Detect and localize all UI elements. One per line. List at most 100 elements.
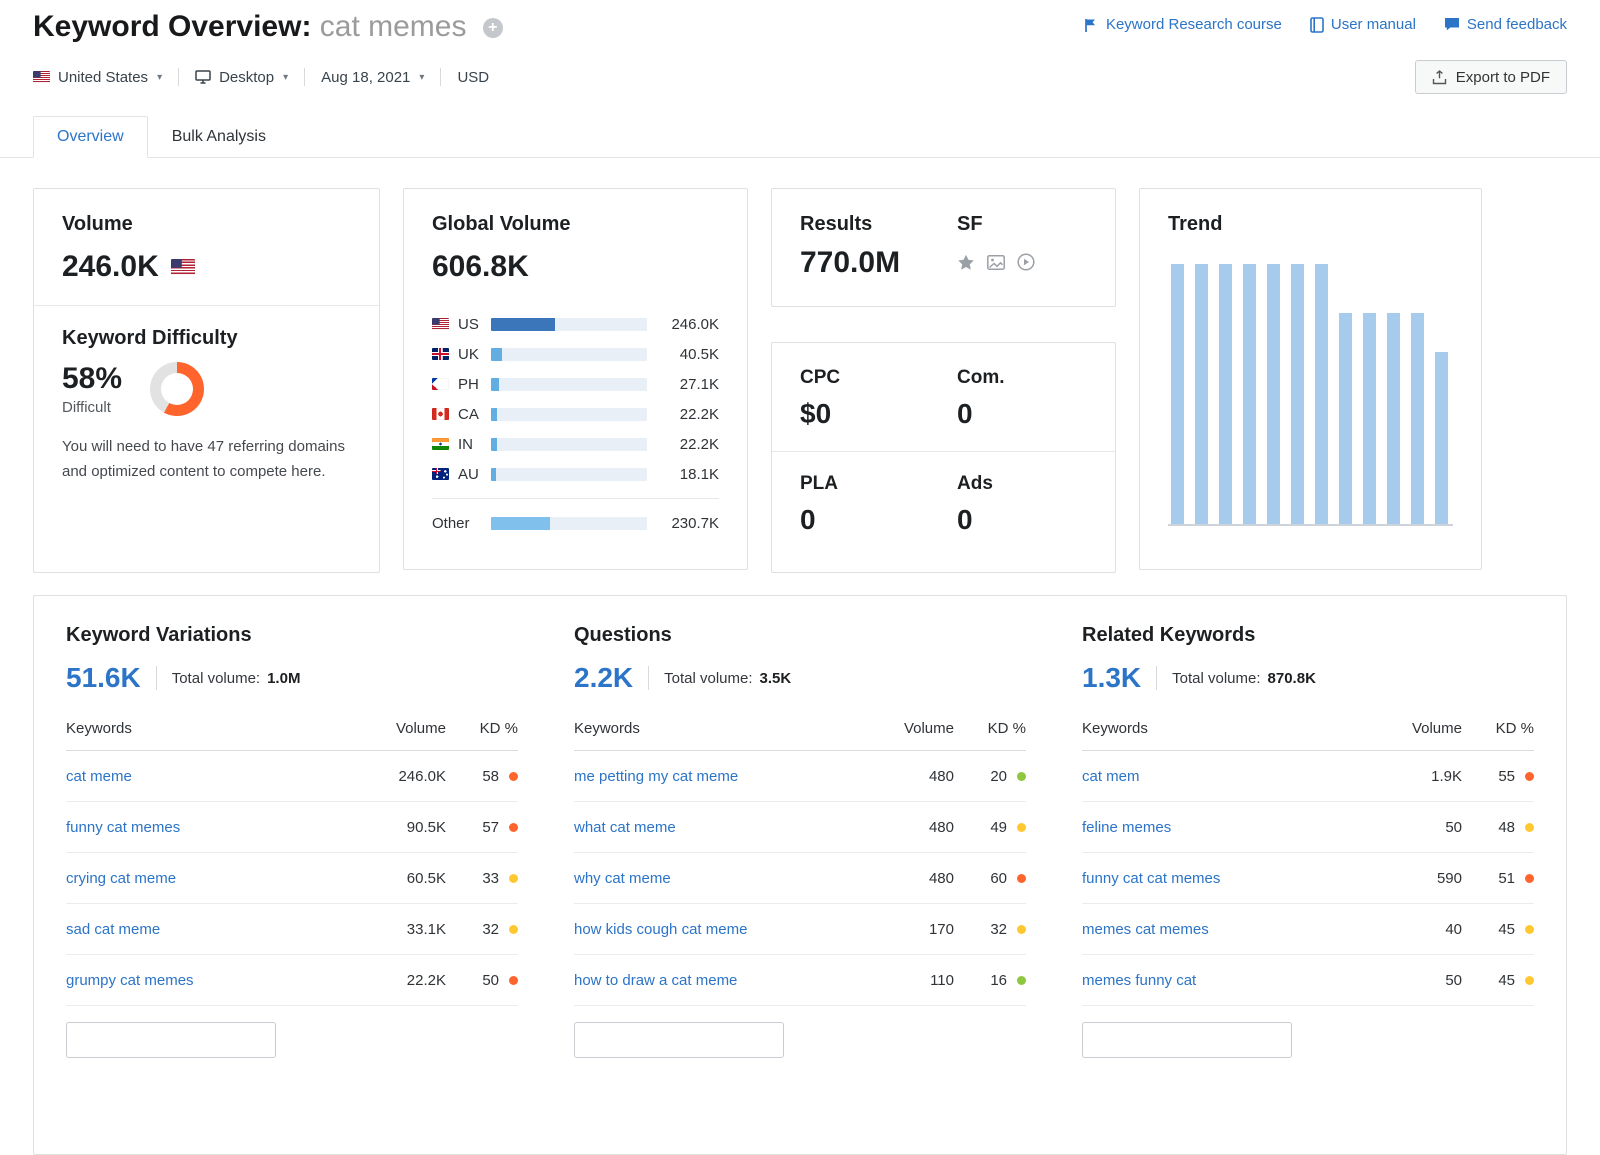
country-selector[interactable]: United States ▾ (33, 69, 162, 86)
country-flag-icon (432, 468, 449, 480)
country-volume-bar (491, 516, 647, 530)
total-volume-value: 3.5K (759, 669, 792, 687)
keyword-link[interactable]: funny cat cat memes (1082, 869, 1221, 887)
country-code: IN (458, 435, 473, 453)
col-volume: Volume (903, 720, 954, 737)
serp-feature-icons (957, 253, 1035, 271)
page-title: Keyword Overview: cat memes + (33, 10, 503, 44)
kd-donut-chart (150, 362, 205, 416)
keyword-link[interactable]: how to draw a cat meme (574, 971, 738, 989)
table-body: cat mem 1.9K 55 feline memes 50 48 funny… (1082, 751, 1534, 1006)
keyword-research-course-link[interactable]: Keyword Research course (1083, 16, 1282, 33)
keyword-link[interactable]: grumpy cat memes (66, 971, 194, 989)
kd-value: 49 (990, 818, 1007, 836)
results-cpc-column: Results 770.0M SF CPC $0 Com. (771, 188, 1116, 573)
video-play-icon[interactable] (1017, 253, 1035, 271)
keyword-kd-cell: 32 (954, 921, 1026, 938)
date-selector[interactable]: Aug 18, 2021 ▾ (321, 69, 424, 86)
kd-value: 45 (1498, 920, 1515, 938)
ads-value: 0 (957, 504, 973, 535)
image-icon[interactable] (987, 254, 1005, 270)
global-volume-card: Global Volume 606.8K US 246.0K UK 40.5K … (403, 188, 748, 570)
kd-value: 58 (482, 767, 499, 785)
divider (1156, 666, 1158, 690)
country-volume-bar-fill (491, 467, 496, 481)
country-volume-value: 22.2K (679, 435, 719, 453)
table-row: funny cat memes 90.5K 57 (66, 802, 518, 853)
keyword-volume: 40 (1445, 920, 1462, 938)
kd-dot (509, 924, 518, 934)
keyword-link[interactable]: crying cat meme (66, 869, 177, 887)
export-pdf-button[interactable]: Export to PDF (1414, 60, 1567, 94)
add-keyword-icon[interactable]: + (482, 18, 503, 38)
keyword-link[interactable]: what cat meme (574, 818, 676, 836)
table-body: cat meme 246.0K 58 funny cat memes 90.5K… (66, 751, 518, 1006)
country-volume-bar-fill (491, 317, 555, 331)
keyword-link[interactable]: funny cat memes (66, 818, 181, 836)
tab-bulk-analysis[interactable]: Bulk Analysis (171, 128, 266, 145)
table-row: cat meme 246.0K 58 (66, 751, 518, 802)
keyword-kd-cell: 45 (1462, 921, 1534, 938)
keyword-volume: 90.5K (406, 818, 446, 836)
star-icon[interactable] (957, 254, 975, 271)
results-card: Results 770.0M SF (771, 188, 1116, 307)
table-row: memes cat memes 40 45 (1082, 904, 1534, 955)
device-selector[interactable]: Desktop ▾ (195, 69, 288, 86)
keyword-kd-cell: 16 (954, 972, 1026, 989)
keyword-link[interactable]: how kids cough cat meme (574, 920, 748, 938)
trend-bar (1243, 264, 1256, 524)
kd-dot (1017, 873, 1026, 883)
send-feedback-label: Send feedback (1466, 16, 1567, 33)
keyword-link[interactable]: feline memes (1082, 818, 1172, 836)
global-volume-row: AU 18.1K (432, 459, 719, 489)
keyword-variations-count: 51.6K (66, 662, 141, 693)
col-kd: KD % (479, 720, 518, 737)
keyword-volume: 480 (928, 869, 954, 887)
table-row: cat mem 1.9K 55 (1082, 751, 1534, 802)
user-manual-link[interactable]: User manual (1310, 16, 1416, 33)
keyword-kd-cell: 48 (1462, 819, 1534, 836)
date-selector-label: Aug 18, 2021 (321, 68, 411, 86)
kd-value: 33 (482, 869, 499, 887)
kd-value: 55 (1498, 767, 1515, 785)
trend-bar (1171, 264, 1184, 524)
keyword-link[interactable]: me petting my cat meme (574, 767, 739, 785)
divider (772, 451, 1115, 452)
tab-overview[interactable]: Overview (33, 116, 148, 158)
chevron-down-icon: ▾ (157, 71, 163, 83)
country-code: CA (458, 405, 479, 423)
keyword-link[interactable]: memes funny cat (1082, 971, 1197, 989)
view-all-button[interactable] (66, 1022, 276, 1058)
col-volume: Volume (1411, 720, 1462, 737)
view-all-button[interactable] (1082, 1022, 1292, 1058)
keyword-link[interactable]: cat mem (1082, 767, 1140, 785)
metric-cards-row: Volume 246.0K Keyword Difficulty 58% Dif… (0, 158, 1600, 573)
table-header: Keywords Volume KD % (66, 694, 518, 751)
questions-title: Questions (574, 624, 672, 646)
us-flag-icon (33, 71, 50, 83)
kd-dot (1525, 771, 1534, 781)
export-pdf-label: Export to PDF (1455, 68, 1550, 86)
keyword-kd-cell: 32 (446, 921, 518, 938)
send-feedback-link[interactable]: Send feedback (1444, 16, 1567, 33)
keyword-link[interactable]: why cat meme (574, 869, 671, 887)
keyword-volume: 33.1K (406, 920, 446, 938)
tabs-bar: Overview Bulk Analysis (0, 116, 1600, 158)
cpc-card: CPC $0 Com. 0 PLA 0 Ads 0 (771, 342, 1116, 573)
keyword-kd-cell: 60 (954, 870, 1026, 887)
country-volume-value: 230.7K (671, 514, 719, 532)
view-all-button[interactable] (574, 1022, 784, 1058)
col-keywords: Keywords (66, 720, 132, 737)
keyword-link[interactable]: cat meme (66, 767, 132, 785)
total-volume-label: Total volume: (1172, 669, 1261, 687)
trend-bar (1411, 313, 1424, 524)
country-volume-bar (491, 437, 647, 451)
keyword-link[interactable]: memes cat memes (1082, 920, 1209, 938)
country-code: PH (458, 375, 479, 393)
page-header: Keyword Overview: cat memes + Keyword Re… (0, 0, 1600, 94)
keyword-link[interactable]: sad cat meme (66, 920, 161, 938)
country-code: US (458, 315, 479, 333)
help-links: Keyword Research course User manual Send… (1083, 10, 1567, 33)
keyword-kd-cell: 20 (954, 768, 1026, 785)
kd-value: 20 (990, 767, 1007, 785)
